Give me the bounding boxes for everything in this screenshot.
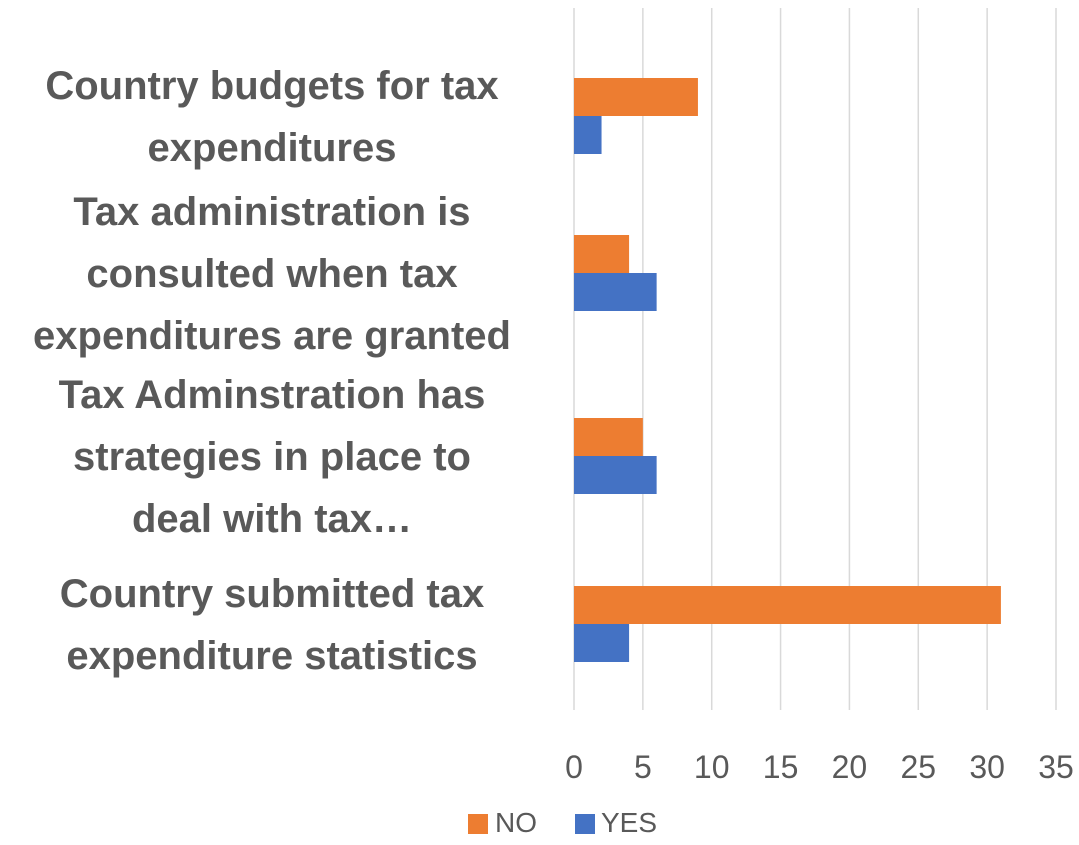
bar-yes-2: [574, 456, 657, 494]
category-label-3: Country submitted tax expenditure statist…: [60, 572, 484, 678]
category-label-line: Tax administration is: [73, 190, 470, 234]
x-tick-label: 30: [969, 749, 1005, 785]
category-label-line: Country budgets for tax: [45, 64, 498, 108]
bar-yes-0: [574, 116, 602, 154]
legend: NO YES: [468, 807, 657, 838]
x-tick-label: 20: [832, 749, 868, 785]
bar-no-0: [574, 78, 698, 116]
legend-swatch-no: [468, 814, 488, 834]
category-label-0: Country budgets for tax expenditures: [45, 64, 498, 170]
x-tick-label: 15: [763, 749, 799, 785]
bar-no-2: [574, 418, 643, 456]
x-tick-label: 10: [694, 749, 730, 785]
bar-yes-3: [574, 624, 630, 662]
category-label-line: expenditure statistics: [66, 634, 477, 678]
bar-no-1: [574, 235, 630, 273]
category-label-line: expenditures: [148, 126, 397, 170]
x-tick-label: 25: [900, 749, 936, 785]
legend-swatch-yes: [575, 814, 595, 834]
bar-no-3: [574, 586, 1001, 624]
legend-label-no: NO: [495, 807, 537, 838]
x-tick-label: 5: [634, 749, 652, 785]
legend-label-yes: YES: [601, 807, 657, 838]
x-tick-label: 35: [1038, 749, 1074, 785]
category-label-line: Tax Adminstration has: [59, 373, 486, 417]
category-label-line: deal with tax…: [132, 497, 412, 541]
category-label-1: Tax administration is consulted when tax e…: [33, 190, 511, 358]
category-label-2: Tax Adminstration has strategies in place…: [59, 373, 486, 541]
bar-yes-1: [574, 273, 657, 311]
category-label-line: Country submitted tax: [60, 572, 484, 616]
x-tick-label: 0: [565, 749, 583, 785]
bars: [574, 78, 1001, 662]
gridlines: [573, 8, 1057, 710]
category-label-line: expenditures are granted: [33, 314, 511, 358]
x-axis-tick-labels: 0 5 10 15 20 25 30 35: [565, 749, 1074, 785]
category-labels: Country budgets for tax expenditures Tax a…: [33, 64, 511, 678]
category-label-line: strategies in place to: [73, 435, 471, 479]
category-label-line: consulted when tax: [86, 252, 457, 296]
